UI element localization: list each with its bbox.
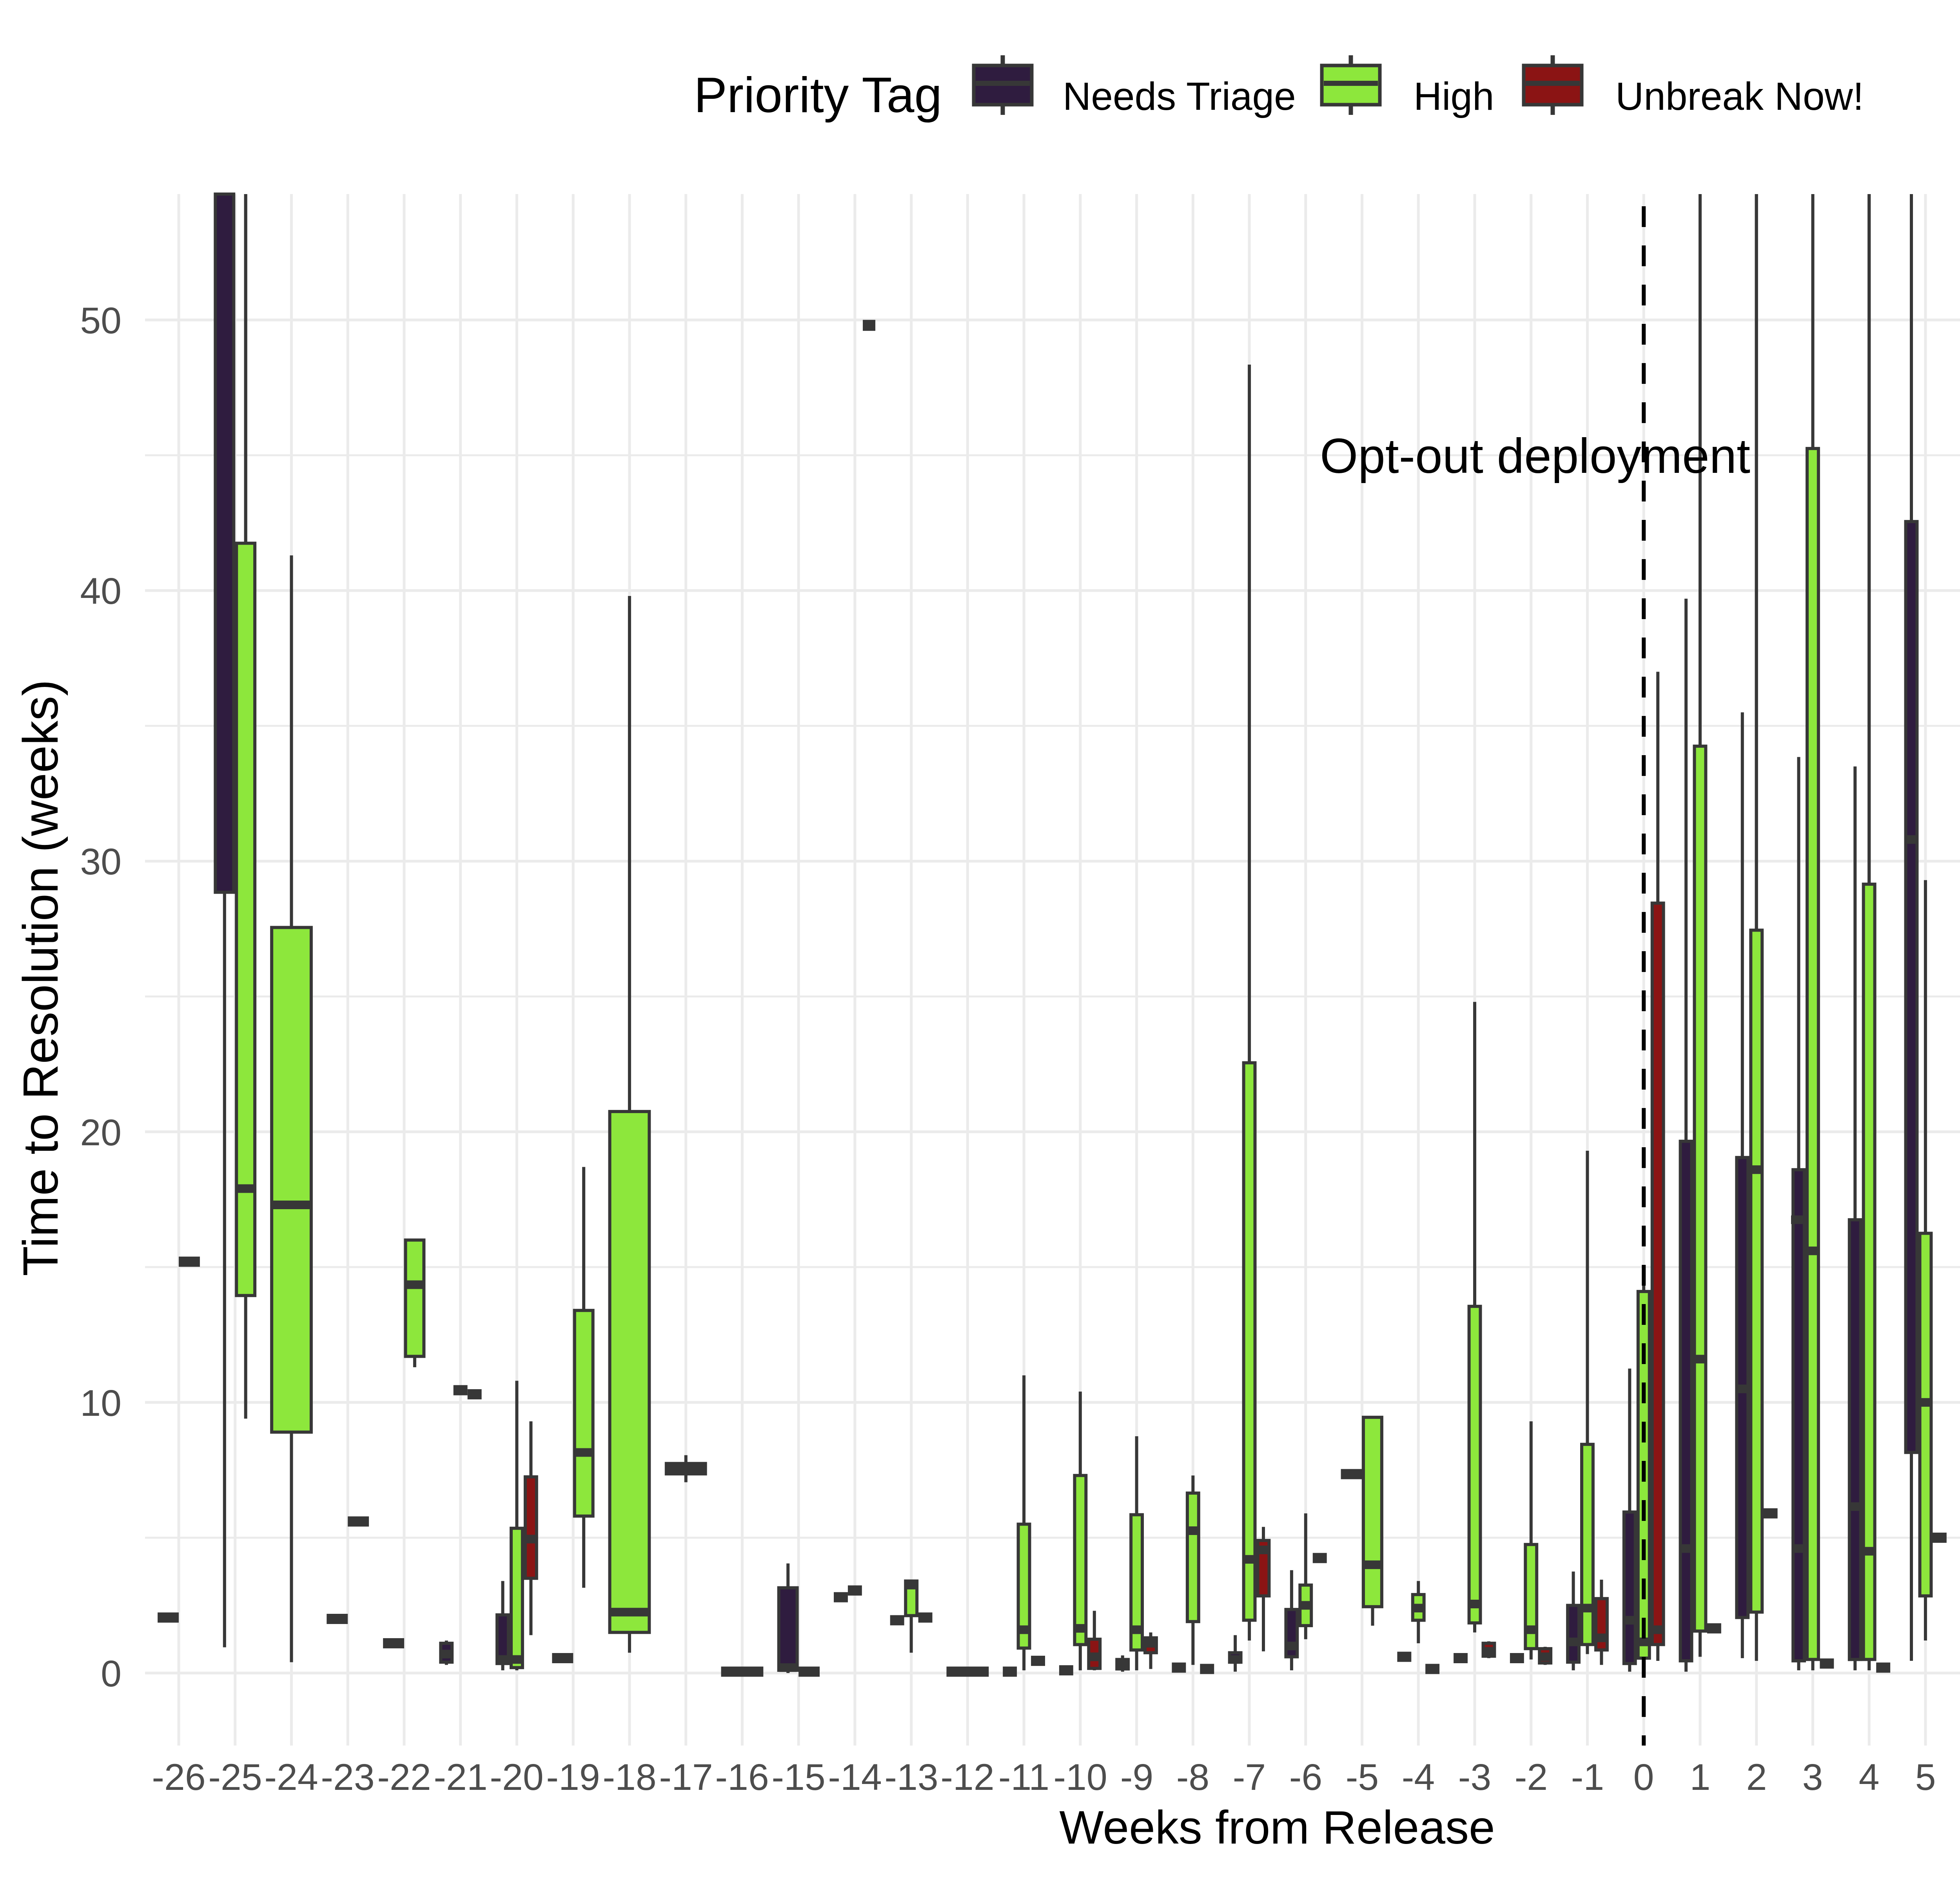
svg-text:20: 20 bbox=[80, 1112, 122, 1154]
svg-text:Needs Triage: Needs Triage bbox=[1063, 74, 1296, 118]
svg-text:-15: -15 bbox=[771, 1757, 825, 1798]
svg-text:5: 5 bbox=[1915, 1757, 1936, 1798]
svg-text:-20: -20 bbox=[490, 1757, 543, 1798]
svg-text:-19: -19 bbox=[546, 1757, 600, 1798]
svg-text:-26: -26 bbox=[152, 1757, 205, 1798]
svg-text:0: 0 bbox=[101, 1653, 122, 1695]
svg-text:-14: -14 bbox=[828, 1757, 882, 1798]
svg-text:Priority Tag: Priority Tag bbox=[694, 67, 942, 123]
svg-text:-5: -5 bbox=[1346, 1757, 1379, 1798]
svg-text:-10: -10 bbox=[1053, 1757, 1107, 1798]
svg-text:-22: -22 bbox=[377, 1757, 431, 1798]
svg-text:Time to Resolution (weeks): Time to Resolution (weeks) bbox=[13, 679, 68, 1276]
svg-text:-1: -1 bbox=[1571, 1757, 1604, 1798]
svg-text:2: 2 bbox=[1746, 1757, 1767, 1798]
svg-text:-17: -17 bbox=[659, 1757, 713, 1798]
svg-text:4: 4 bbox=[1859, 1757, 1880, 1798]
svg-text:-9: -9 bbox=[1120, 1757, 1153, 1798]
svg-text:-16: -16 bbox=[715, 1757, 769, 1798]
svg-text:Opt-out deployment: Opt-out deployment bbox=[1320, 429, 1750, 483]
svg-text:-23: -23 bbox=[321, 1757, 374, 1798]
svg-text:-11: -11 bbox=[998, 1757, 1049, 1798]
svg-text:1: 1 bbox=[1690, 1757, 1711, 1798]
svg-text:High: High bbox=[1414, 74, 1494, 118]
svg-text:30: 30 bbox=[80, 841, 122, 883]
svg-text:-12: -12 bbox=[940, 1757, 994, 1798]
svg-text:10: 10 bbox=[80, 1382, 122, 1424]
svg-text:-4: -4 bbox=[1402, 1757, 1435, 1798]
svg-text:-2: -2 bbox=[1515, 1757, 1548, 1798]
svg-text:-3: -3 bbox=[1458, 1757, 1491, 1798]
svg-text:-7: -7 bbox=[1233, 1757, 1266, 1798]
svg-text:3: 3 bbox=[1802, 1757, 1823, 1798]
svg-text:-25: -25 bbox=[208, 1757, 262, 1798]
svg-text:-13: -13 bbox=[884, 1757, 938, 1798]
svg-text:-21: -21 bbox=[434, 1757, 487, 1798]
svg-text:Unbreak Now!: Unbreak Now! bbox=[1615, 74, 1864, 118]
svg-text:-24: -24 bbox=[264, 1757, 318, 1798]
svg-text:Weeks from Release: Weeks from Release bbox=[1059, 1801, 1495, 1854]
svg-text:-6: -6 bbox=[1289, 1757, 1322, 1798]
svg-text:40: 40 bbox=[80, 570, 122, 612]
svg-text:-18: -18 bbox=[603, 1757, 656, 1798]
svg-text:0: 0 bbox=[1633, 1757, 1654, 1798]
svg-text:50: 50 bbox=[80, 300, 122, 342]
svg-text:-8: -8 bbox=[1176, 1757, 1209, 1798]
